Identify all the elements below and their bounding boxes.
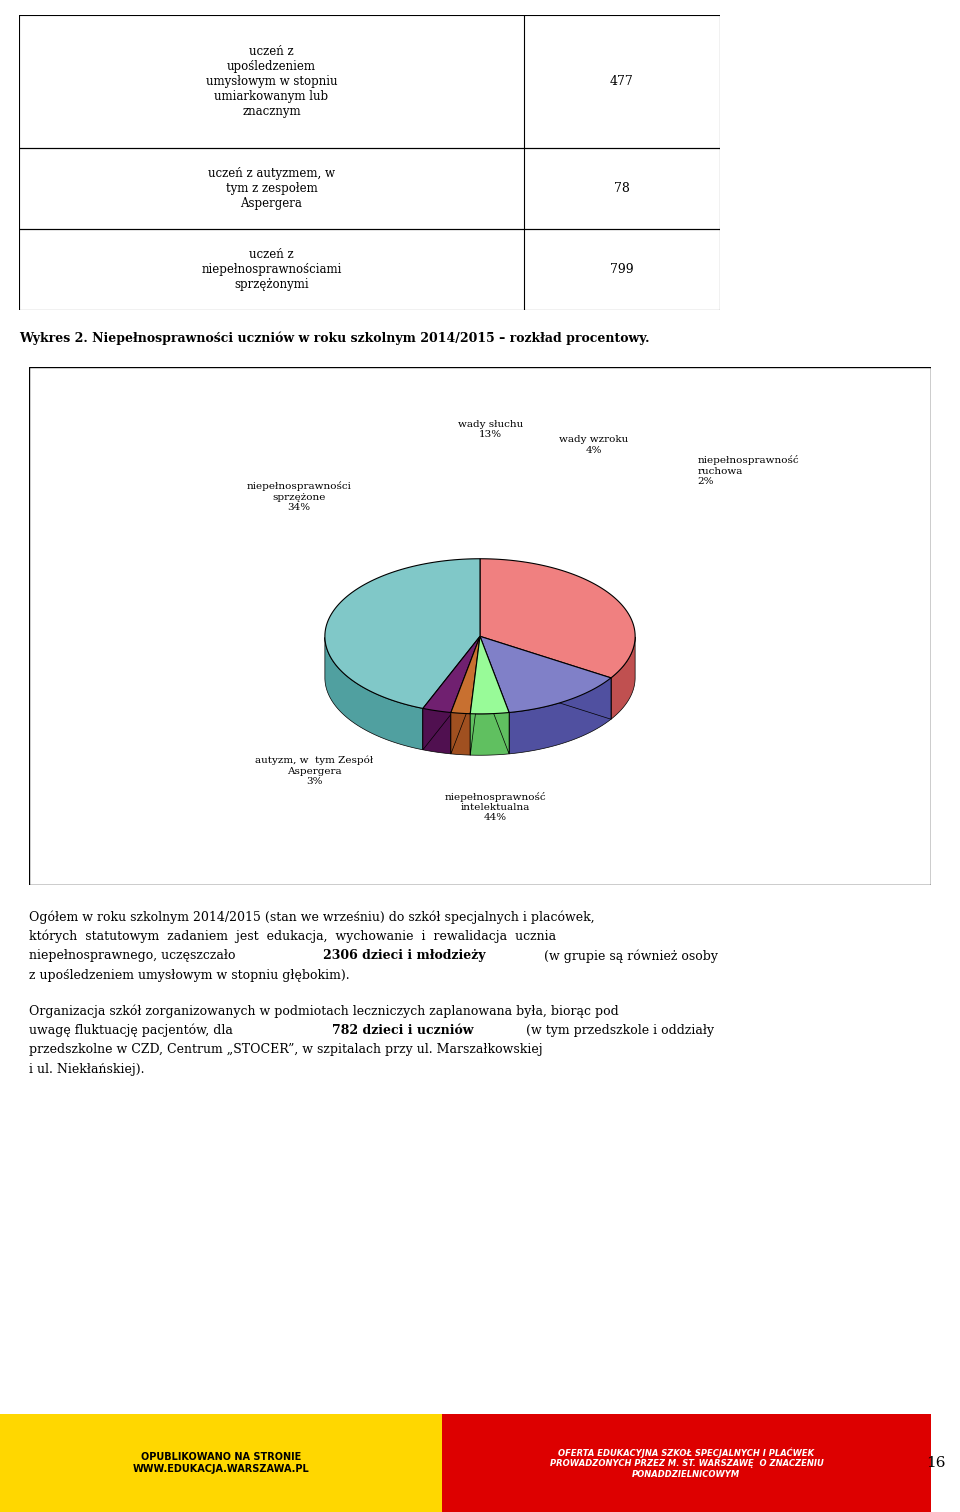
Text: uwagę fluktuację pacjentów, dla: uwagę fluktuację pacjentów, dla <box>29 1024 237 1037</box>
Polygon shape <box>423 637 480 750</box>
Bar <box>0 1414 442 1512</box>
Text: 799: 799 <box>610 263 634 275</box>
Text: 782 dzieci i uczniów: 782 dzieci i uczniów <box>332 1024 473 1037</box>
Polygon shape <box>423 637 480 712</box>
Text: przedszkolne w CZD, Centrum „STOCER”, w szpitalach przy ul. Marszałkowskiej: przedszkolne w CZD, Centrum „STOCER”, w … <box>29 1043 542 1057</box>
Polygon shape <box>324 559 480 709</box>
Text: 16: 16 <box>926 1456 946 1470</box>
Polygon shape <box>470 637 509 714</box>
Text: OFERTA EDUKACYJNA SZKOŁ SPECJALNYCH I PLAĆWEK
PROWADZONYCH PRZEZ M. ST. WARSZAWĘ: OFERTA EDUKACYJNA SZKOŁ SPECJALNYCH I PL… <box>549 1447 824 1479</box>
Text: niepełnosprawnego, uczęszczało: niepełnosprawnego, uczęszczało <box>29 950 239 962</box>
Polygon shape <box>470 637 480 754</box>
Text: z upośledzeniem umysłowym w stopniu głębokim).: z upośledzeniem umysłowym w stopniu głęb… <box>29 969 349 981</box>
Text: Wykres 2. Niepełnosprawności uczniów w roku szkolnym 2014/2015 – rozkład procent: Wykres 2. Niepełnosprawności uczniów w r… <box>19 331 650 345</box>
Text: niepełnosprawność
intelektualna
44%: niepełnosprawność intelektualna 44% <box>444 792 546 823</box>
Bar <box>442 1414 931 1512</box>
Text: niepełnosprawność
ruchowa
2%: niepełnosprawność ruchowa 2% <box>697 455 799 487</box>
Polygon shape <box>611 637 636 720</box>
Polygon shape <box>324 638 423 750</box>
Text: Organizacja szkół zorganizowanych w podmiotach leczniczych zaplanowana była, bio: Organizacja szkół zorganizowanych w podm… <box>29 1004 618 1018</box>
Polygon shape <box>451 712 470 754</box>
Polygon shape <box>470 637 480 754</box>
Text: uczeń z autyzmem, w
tym z zespołem
Aspergera: uczeń z autyzmem, w tym z zespołem Asper… <box>208 166 335 210</box>
Text: 2306 dzieci i młodzieży: 2306 dzieci i młodzieży <box>323 950 485 962</box>
Polygon shape <box>451 637 480 714</box>
Polygon shape <box>423 637 480 750</box>
Text: Ogółem w roku szkolnym 2014/2015 (stan we wrześniu) do szkół specjalnych i placó: Ogółem w roku szkolnym 2014/2015 (stan w… <box>29 910 594 924</box>
Polygon shape <box>451 637 480 754</box>
Polygon shape <box>480 637 509 754</box>
Polygon shape <box>480 637 611 720</box>
Text: (w tym przedszkole i oddziały: (w tym przedszkole i oddziały <box>521 1024 713 1037</box>
Text: 78: 78 <box>614 181 630 195</box>
Polygon shape <box>480 637 611 712</box>
Polygon shape <box>480 559 636 677</box>
Polygon shape <box>451 637 480 754</box>
Text: wady wzroku
4%: wady wzroku 4% <box>559 435 629 455</box>
Text: autyzm, w  tym Zespół
Aspergera
3%: autyzm, w tym Zespół Aspergera 3% <box>255 756 373 786</box>
Polygon shape <box>480 637 611 720</box>
Text: OPUBLIKOWANO NA STRONIE
WWW.EDUKACJA.WARSZAWA.PL: OPUBLIKOWANO NA STRONIE WWW.EDUKACJA.WAR… <box>132 1452 309 1474</box>
Text: 477: 477 <box>610 76 634 88</box>
Text: niepełnosprawności
sprzężone
34%: niepełnosprawności sprzężone 34% <box>247 481 351 513</box>
Text: (w grupie są również osoby: (w grupie są również osoby <box>540 950 718 963</box>
Polygon shape <box>509 677 611 754</box>
Polygon shape <box>480 637 509 754</box>
Text: uczeń z
upośledzeniem
umysłowym w stopniu
umiarkowanym lub
znacznym: uczeń z upośledzeniem umysłowym w stopni… <box>205 45 337 118</box>
Polygon shape <box>423 709 451 754</box>
Text: i ul. Niekłańskiej).: i ul. Niekłańskiej). <box>29 1063 144 1075</box>
Polygon shape <box>470 712 509 754</box>
Text: uczeń z
niepełnosprawnościami
sprzężonymi: uczeń z niepełnosprawnościami sprzężonym… <box>202 248 342 290</box>
Text: wady słuchu
13%: wady słuchu 13% <box>458 420 523 438</box>
Text: których  statutowym  zadaniem  jest  edukacja,  wychowanie  i  rewalidacja  uczn: których statutowym zadaniem jest edukacj… <box>29 930 556 943</box>
